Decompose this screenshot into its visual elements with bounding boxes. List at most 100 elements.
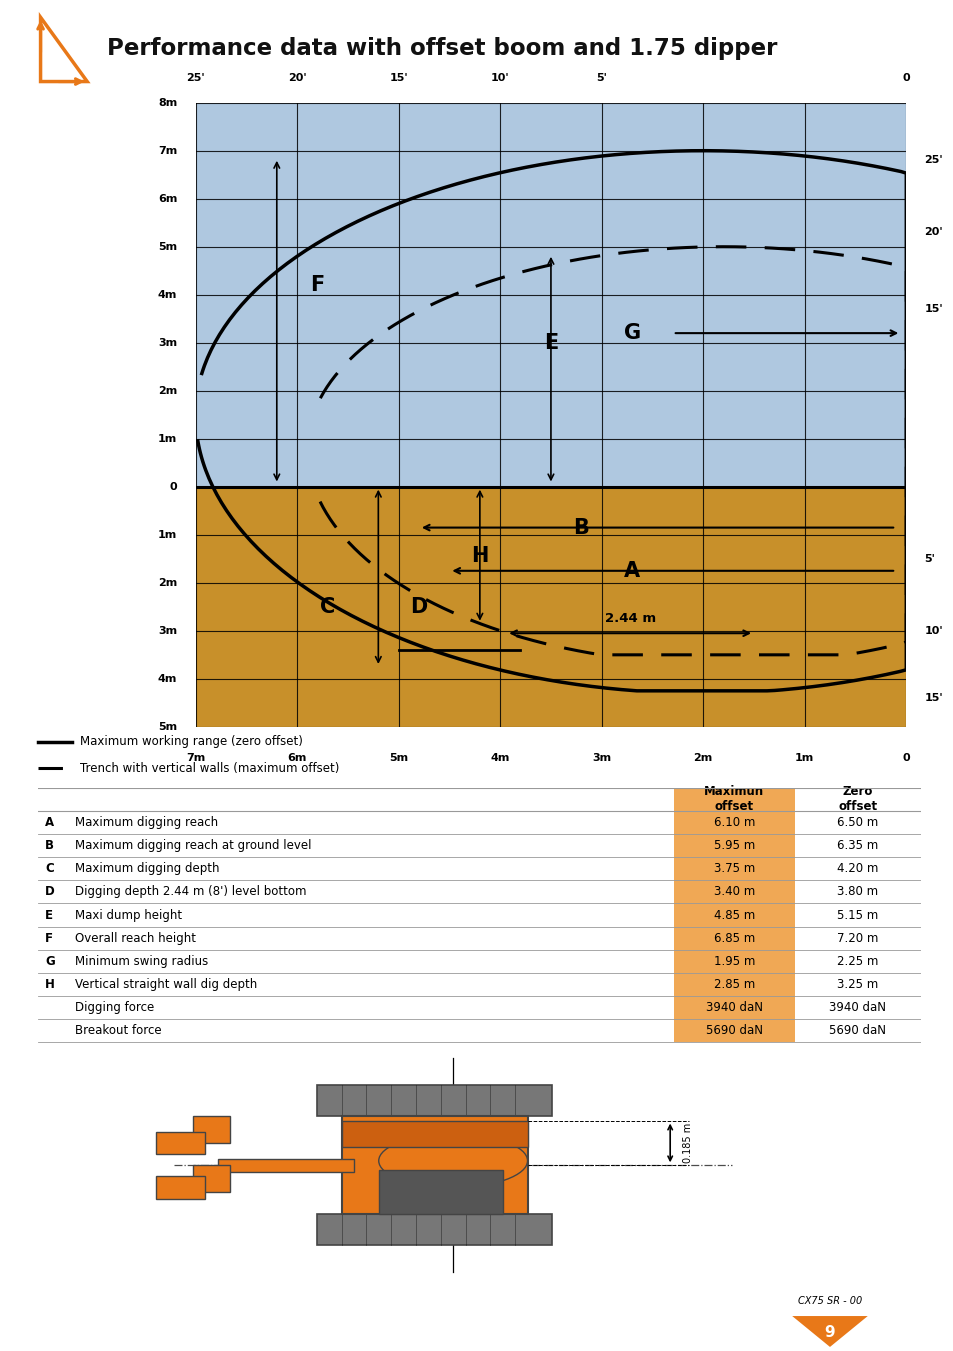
Text: Trench with vertical walls (maximum offset): Trench with vertical walls (maximum offs…: [80, 762, 339, 775]
Text: Maximum digging depth: Maximum digging depth: [75, 862, 219, 875]
Text: Maximum digging reach: Maximum digging reach: [75, 816, 218, 830]
Polygon shape: [791, 1316, 867, 1347]
Text: 25': 25': [923, 155, 943, 165]
Text: 0: 0: [902, 754, 909, 763]
FancyBboxPatch shape: [673, 904, 795, 927]
Text: Zero
offset: Zero offset: [838, 785, 877, 813]
Bar: [217, 1159, 354, 1171]
Text: 1.10 m: 1.10 m: [465, 1188, 475, 1224]
Bar: [155, 1132, 205, 1154]
Text: Digging depth 2.44 m (8') level bottom: Digging depth 2.44 m (8') level bottom: [75, 885, 307, 898]
Text: 0: 0: [902, 73, 909, 84]
FancyBboxPatch shape: [795, 950, 920, 973]
Bar: [195, 103, 905, 486]
Text: E: E: [45, 908, 53, 921]
Bar: [341, 1116, 527, 1215]
Text: Maximun
offset: Maximun offset: [703, 785, 763, 813]
Text: 3m: 3m: [158, 338, 177, 347]
Text: 8m: 8m: [158, 97, 177, 108]
Text: 5m: 5m: [158, 242, 177, 251]
FancyBboxPatch shape: [673, 811, 795, 834]
Text: 7m: 7m: [158, 146, 177, 155]
Text: 3940 daN: 3940 daN: [828, 1001, 885, 1015]
Text: E: E: [543, 332, 558, 353]
Text: 1m: 1m: [158, 530, 177, 540]
FancyBboxPatch shape: [795, 881, 920, 904]
FancyBboxPatch shape: [795, 788, 920, 811]
Bar: [378, 1170, 502, 1215]
Text: CX75 SR - 00: CX75 SR - 00: [797, 1297, 862, 1306]
Text: 0.185 m: 0.185 m: [682, 1123, 692, 1163]
Text: G: G: [623, 323, 640, 343]
Text: C: C: [45, 862, 54, 875]
Text: 5.95 m: 5.95 m: [713, 839, 754, 852]
Bar: [193, 1165, 230, 1192]
Text: Minimum swing radius: Minimum swing radius: [75, 955, 209, 967]
Text: 3m: 3m: [592, 754, 611, 763]
FancyBboxPatch shape: [673, 788, 795, 811]
Text: Maximum digging reach at ground level: Maximum digging reach at ground level: [75, 839, 312, 852]
Text: 20': 20': [288, 73, 306, 84]
Text: H: H: [45, 978, 55, 992]
FancyBboxPatch shape: [795, 973, 920, 996]
Text: F: F: [310, 276, 324, 295]
FancyBboxPatch shape: [673, 857, 795, 881]
Text: 7.20 m: 7.20 m: [837, 932, 878, 944]
Text: 15': 15': [923, 693, 943, 703]
Text: 4m: 4m: [158, 289, 177, 300]
Text: 4m: 4m: [490, 754, 509, 763]
Text: 3.25 m: 3.25 m: [837, 978, 878, 992]
Text: 4.20 m: 4.20 m: [837, 862, 878, 875]
FancyBboxPatch shape: [673, 973, 795, 996]
Text: 10': 10': [491, 73, 509, 84]
Text: A: A: [623, 561, 639, 581]
Bar: [195, 486, 905, 727]
Text: 9: 9: [823, 1325, 835, 1340]
FancyBboxPatch shape: [673, 1019, 795, 1043]
Text: 1.00 m: 1.00 m: [465, 1106, 475, 1143]
FancyBboxPatch shape: [795, 996, 920, 1019]
Text: B: B: [573, 517, 589, 538]
FancyBboxPatch shape: [795, 811, 920, 834]
Text: Overall reach height: Overall reach height: [75, 932, 196, 944]
FancyBboxPatch shape: [795, 927, 920, 950]
Text: 2m: 2m: [158, 386, 177, 396]
Text: 10': 10': [923, 626, 943, 636]
Text: 20': 20': [923, 227, 943, 238]
Text: 1m: 1m: [158, 434, 177, 443]
Text: 5m: 5m: [158, 721, 177, 732]
Text: 6.10 m: 6.10 m: [713, 816, 755, 830]
Text: 6.50 m: 6.50 m: [837, 816, 878, 830]
Bar: [316, 1215, 552, 1246]
Text: 5': 5': [923, 554, 935, 563]
FancyBboxPatch shape: [673, 950, 795, 973]
Text: F: F: [45, 932, 53, 944]
Text: B: B: [45, 839, 54, 852]
Text: 3m: 3m: [158, 626, 177, 636]
Text: G: G: [45, 955, 55, 967]
Text: 2m: 2m: [693, 754, 712, 763]
Text: A: A: [45, 816, 54, 830]
Text: 2.44 m: 2.44 m: [604, 612, 655, 626]
Text: 1m: 1m: [794, 754, 814, 763]
Text: D: D: [45, 885, 55, 898]
Text: 5690 daN: 5690 daN: [705, 1024, 762, 1038]
Text: Performance data with offset boom and 1.75 dipper: Performance data with offset boom and 1.…: [107, 36, 777, 61]
Text: 3.80 m: 3.80 m: [837, 885, 878, 898]
FancyBboxPatch shape: [795, 834, 920, 857]
Text: 6.85 m: 6.85 m: [713, 932, 754, 944]
FancyBboxPatch shape: [673, 996, 795, 1019]
Text: 2.25 m: 2.25 m: [837, 955, 878, 967]
Text: 0: 0: [170, 482, 177, 492]
Text: 3.75 m: 3.75 m: [713, 862, 754, 875]
Text: 3.40 m: 3.40 m: [713, 885, 754, 898]
Text: 15': 15': [923, 304, 943, 315]
Bar: [155, 1177, 205, 1198]
Text: 5690 daN: 5690 daN: [828, 1024, 885, 1038]
Text: 2m: 2m: [158, 578, 177, 588]
Text: 5.15 m: 5.15 m: [837, 908, 878, 921]
Text: 6m: 6m: [287, 754, 307, 763]
Text: 2.85 m: 2.85 m: [713, 978, 754, 992]
Text: Maxi dump height: Maxi dump height: [75, 908, 182, 921]
Text: Vertical straight wall dig depth: Vertical straight wall dig depth: [75, 978, 257, 992]
